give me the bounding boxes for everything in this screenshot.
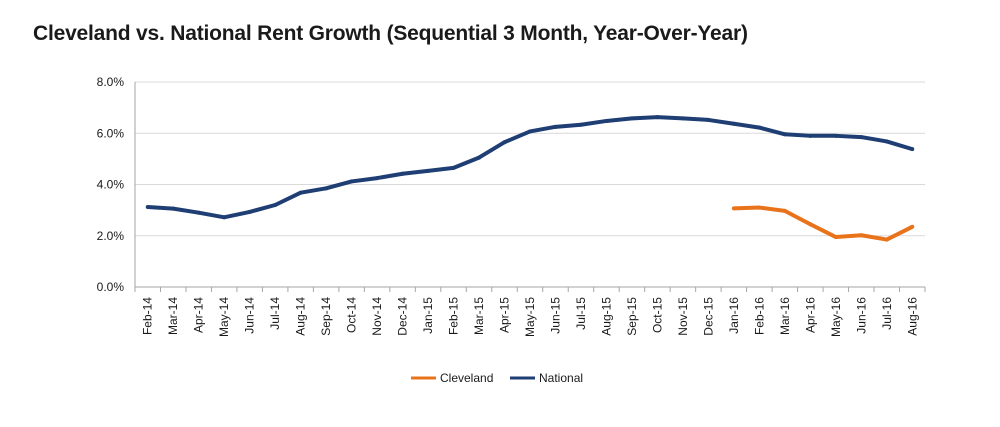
data-point-national — [426, 168, 431, 173]
data-point-national — [400, 171, 405, 176]
x-tick-label: Feb-14 — [141, 297, 155, 335]
x-axis-tick-labels: Feb-14 Mar-14 Apr-14 May-14 Jun-14 Jul-14 Aug-… — [141, 297, 920, 337]
axes — [134, 82, 926, 292]
data-point-national — [247, 209, 252, 214]
x-tick-label: Apr-15 — [498, 297, 512, 333]
data-point-national — [884, 139, 889, 144]
x-tick-label: Jun-14 — [243, 297, 257, 334]
y-tick-label: 0.0% — [97, 280, 125, 294]
y-tick-label: 2.0% — [97, 229, 125, 243]
data-point-national — [553, 124, 558, 129]
data-point-national — [578, 122, 583, 127]
data-point-national — [298, 190, 303, 195]
data-point-national — [655, 115, 660, 120]
x-tick-label: Dec-14 — [396, 297, 410, 336]
x-tick-label: Feb-16 — [752, 297, 766, 335]
data-point-national — [477, 155, 482, 160]
data-point-national — [145, 205, 150, 210]
x-tick-label: Mar-14 — [166, 297, 180, 335]
data-point-cleveland — [833, 235, 838, 240]
data-point-national — [349, 179, 354, 184]
x-tick-label: Aug-15 — [599, 297, 613, 336]
data-point-national — [375, 176, 380, 181]
series-lines — [145, 115, 915, 242]
data-point-cleveland — [884, 237, 889, 242]
y-tick-label: 4.0% — [97, 178, 125, 192]
x-tick-label: Jan-15 — [421, 297, 435, 334]
data-point-national — [833, 133, 838, 138]
x-tick-label: Aug-16 — [905, 297, 919, 336]
data-point-national — [502, 140, 507, 145]
x-tick-label: Apr-16 — [803, 297, 817, 333]
data-point-national — [910, 147, 915, 152]
legend-item-cleveland: Cleveland — [411, 371, 493, 385]
data-point-cleveland — [910, 224, 915, 229]
x-tick-label: Jan-16 — [727, 297, 741, 334]
x-tick-label: Jun-15 — [548, 297, 562, 334]
data-point-national — [324, 186, 329, 191]
data-point-national — [222, 215, 227, 220]
legend-label-national: National — [539, 371, 583, 385]
data-point-national — [859, 135, 864, 140]
data-point-cleveland — [731, 206, 736, 211]
x-tick-label: Aug-14 — [294, 297, 308, 336]
data-point-national — [757, 125, 762, 130]
x-tick-label: Jul-15 — [574, 297, 588, 330]
data-point-national — [604, 118, 609, 123]
data-point-national — [731, 121, 736, 126]
data-point-national — [680, 116, 685, 121]
x-tick-label: May-16 — [829, 297, 843, 337]
data-point-national — [273, 203, 278, 207]
x-tick-label: May-15 — [523, 297, 537, 337]
data-point-national — [706, 117, 711, 122]
x-tick-label: Oct-15 — [650, 297, 664, 333]
legend-item-national: National — [510, 371, 583, 385]
y-axis-tick-labels: 0.0% 2.0% 4.0% 6.0% 8.0% — [97, 75, 125, 294]
data-point-cleveland — [808, 222, 813, 227]
data-point-cleveland — [782, 208, 787, 213]
x-tick-label: Sep-14 — [319, 297, 333, 336]
x-tick-label: Sep-15 — [625, 297, 639, 336]
x-tick-label: Oct-14 — [345, 297, 359, 333]
x-tick-label: Jun-16 — [854, 297, 868, 334]
data-point-national — [629, 116, 634, 121]
x-tick-label: Jul-14 — [268, 297, 282, 330]
data-point-national — [196, 210, 201, 215]
x-tick-label: Mar-15 — [472, 297, 486, 335]
data-point-national — [528, 129, 532, 134]
x-tick-label: Apr-14 — [192, 297, 206, 333]
data-point-cleveland — [859, 233, 864, 238]
legend: Cleveland National — [411, 371, 583, 385]
data-point-national — [808, 133, 813, 138]
x-tick-label: Mar-16 — [778, 297, 792, 335]
y-tick-label: 8.0% — [97, 75, 125, 89]
x-tick-label: Nov-14 — [370, 297, 384, 336]
chart-title: Cleveland vs. National Rent Growth (Sequ… — [33, 22, 748, 45]
series-line-cleveland — [733, 205, 914, 242]
x-tick-label: Dec-15 — [701, 297, 715, 336]
x-tick-label: Feb-15 — [447, 297, 461, 335]
data-point-national — [451, 165, 456, 170]
x-tick-label: Nov-15 — [676, 297, 690, 336]
data-point-national — [171, 206, 176, 211]
data-point-national — [782, 132, 787, 137]
y-tick-label: 6.0% — [97, 126, 125, 140]
data-point-cleveland — [757, 205, 762, 210]
legend-label-cleveland: Cleveland — [440, 371, 493, 385]
x-tick-label: Jul-16 — [880, 297, 894, 330]
x-tick-label: May-14 — [217, 297, 231, 337]
